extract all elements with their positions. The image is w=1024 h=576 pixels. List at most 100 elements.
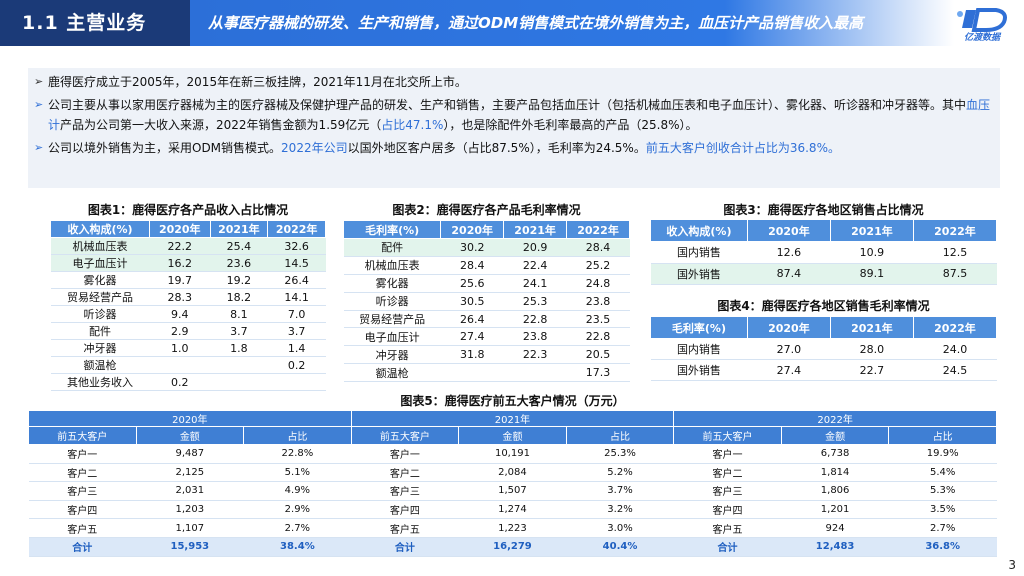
table-cell: 22.8: [503, 310, 567, 329]
table-row: 其他业务收入 0.2: [50, 373, 326, 391]
table-cell: 2,031: [136, 481, 244, 501]
table-row: 听诊器 30.5 25.3 23.8: [343, 292, 630, 311]
group-header: 2020年: [28, 410, 352, 427]
table-cell: 2.9%: [243, 500, 352, 520]
table-cell: 23.8: [566, 292, 630, 311]
table-cell: 28.0: [830, 338, 914, 360]
table-cell: 12.6: [747, 241, 831, 264]
logo-text: 亿渡数据: [963, 33, 1000, 43]
table-cell: 1.4: [267, 339, 326, 357]
table-cell: 2.9: [149, 322, 210, 340]
table-cell: 1,201: [781, 500, 889, 520]
table-cell: 额温枪: [50, 356, 150, 374]
table-cell: 31.8: [440, 345, 504, 365]
table-row: 雾化器 19.7 19.2 26.4: [50, 271, 326, 289]
table-cell: 17.3: [566, 363, 630, 383]
page-number: 3: [1008, 558, 1016, 572]
table-cell: 24.8: [566, 274, 630, 293]
header-cell: 2022年: [267, 220, 326, 238]
table-title: 图表3：鹿得医疗各地区销售占比情况: [723, 203, 924, 217]
table-cell: 23.6: [210, 254, 268, 272]
table-row: 国外销售 27.4 22.7 24.5: [650, 359, 997, 381]
header-row: 前五大客户 金额 占比 前五大客户 金额 占比 前五大客户 金额 占比: [28, 426, 997, 445]
table-cell: 1.0: [149, 339, 210, 357]
table-cell: 客户二: [28, 463, 137, 483]
header-cell: 毛利率(%): [650, 316, 748, 339]
header-row: 毛利率(%) 2020年 2021年 2022年: [650, 316, 998, 339]
header-cell: 2021年: [503, 220, 568, 239]
table-row: 国外销售 87.4 89.1 87.5: [650, 263, 997, 285]
table-row: 配件 2.9 3.7 3.7: [50, 322, 326, 340]
table-cell: 15,953: [136, 537, 244, 557]
table-cell: 3.7: [267, 322, 326, 340]
table-cell: 2,084: [458, 463, 567, 483]
header-cell: 2021年: [829, 219, 914, 242]
data-table: 收入构成(%) 2020年 2021年 2022年 机械血压表 22.2 25.4 32.6 电…: [50, 220, 326, 391]
table-cell: 27.4: [440, 327, 504, 347]
table-cell: 20.5: [566, 345, 630, 365]
table-cell: 87.4: [747, 263, 831, 285]
table-row: 雾化器 25.6 24.1 24.8: [343, 274, 630, 293]
table-cell: 23.5: [566, 310, 630, 329]
slide-title: 从事医疗器械的研发、生产和销售，通过ODM销售模式在境外销售为主，血压计产品销售…: [208, 14, 864, 32]
header-row: 毛利率(%) 2020年 2021年 2022年: [342, 220, 630, 239]
header-cell: 2022年: [566, 220, 630, 239]
header-row: 收入构成(%) 2020年 2021年 2022年: [50, 220, 326, 238]
table-cell: 26.4: [440, 310, 504, 329]
table-cell: 客户一: [351, 444, 459, 464]
table-cell: 25.6: [440, 274, 504, 293]
table-cell: 客户一: [673, 444, 782, 464]
table-cell: 36.8%: [888, 537, 997, 557]
table-cell: 5.4%: [888, 463, 997, 483]
header-cell: 2020年: [746, 316, 831, 339]
table-cell: 客户二: [351, 463, 459, 483]
table-row: 客户一 9,487 22.8% 客户一 10,191 25.3% 客户一 6,738 19.9%: [28, 444, 997, 464]
table-cell: 客户四: [351, 500, 459, 520]
table-cell: 1,203: [136, 500, 244, 520]
table-cell: 听诊器: [343, 292, 441, 311]
table-row: 贸易经营产品 26.4 22.8 23.5: [343, 310, 630, 329]
bullet-text: 占比47.1%: [381, 118, 444, 132]
table-cell: 924: [781, 518, 889, 538]
table-cell: 6,738: [781, 444, 889, 464]
table-cell: 8.1: [210, 305, 268, 323]
header-cell: 前五大客户: [673, 426, 782, 445]
data-table: 毛利率(%) 2020年 2021年 2022年 配件 30.2 20.9 28.4 机械血压表…: [342, 220, 630, 383]
table-title: 图表4：鹿得医疗各地区销售毛利率情况: [717, 299, 930, 313]
table-cell: 2.7%: [888, 518, 997, 538]
table-cell: 27.0: [747, 338, 831, 360]
table-cell: 电子血压计: [343, 327, 441, 347]
table-cell: 1,507: [458, 481, 567, 501]
table-cell: 25.3: [503, 292, 567, 311]
table-row: 额温枪 0.2: [50, 356, 326, 374]
table-cell: 客户一: [28, 444, 137, 464]
header-bar: [190, 0, 954, 46]
table-cell: 32.6: [267, 237, 326, 255]
table-cell: 19.2: [210, 271, 268, 289]
table-row: 电子血压计 16.2 23.6 14.5: [50, 254, 326, 272]
table-cell: 87.5: [913, 263, 997, 285]
bullet-list: 鹿得医疗成立于2005年，2015年在新三板挂牌，2021年11月在北交所上市。…: [28, 68, 1000, 188]
data-table: 收入构成(%) 2020年 2021年 2022年 国内销售 12.6 10.9 12.5 国外…: [650, 219, 998, 285]
table-cell: 25.4: [210, 237, 268, 255]
table-cell: 0.2: [267, 356, 326, 374]
table-cell: 23.8: [503, 327, 567, 347]
table-row: 国内销售 27.0 28.0 24.0: [650, 338, 997, 360]
table-cell: [503, 363, 567, 383]
header-cell: 2020年: [149, 220, 211, 238]
bullet-text: 血压计: [48, 98, 991, 132]
table-cell: 7.0: [267, 305, 326, 323]
table-cell: 合计: [673, 537, 782, 557]
table-cell: 3.7: [210, 322, 268, 340]
section-label: 1.1 主营业务: [0, 0, 190, 46]
table-row: 客户四 1,203 2.9% 客户四 1,274 3.2% 客户四 1,201 3.5%: [28, 500, 997, 520]
table-cell: 26.4: [267, 271, 326, 289]
header-cell: 前五大客户: [350, 426, 460, 445]
bullet-text: 产品为公司第一大收入来源，2022年销售金额为1.59亿元（: [60, 118, 382, 132]
header-cell: 占比: [243, 426, 352, 445]
table-cell: 3.5%: [888, 500, 997, 520]
table-cell: 89.1: [830, 263, 914, 285]
table-cell: 机械血压表: [343, 256, 441, 275]
table-cell: 机械血压表: [50, 237, 150, 255]
